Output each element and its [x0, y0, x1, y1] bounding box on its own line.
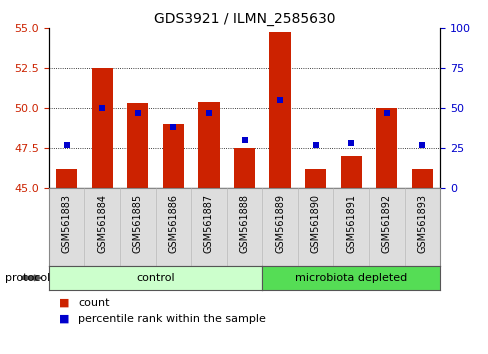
- Text: GSM561886: GSM561886: [168, 194, 178, 253]
- Text: ■: ■: [59, 298, 69, 308]
- Text: control: control: [136, 273, 175, 283]
- Text: GSM561883: GSM561883: [61, 194, 72, 253]
- Bar: [56, 169, 77, 188]
- Text: protocol: protocol: [5, 273, 50, 283]
- Bar: [127, 103, 148, 188]
- Bar: [269, 32, 290, 188]
- Bar: [340, 156, 361, 188]
- Bar: [198, 102, 219, 188]
- Text: GSM561884: GSM561884: [97, 194, 107, 253]
- Text: GSM561890: GSM561890: [310, 194, 320, 253]
- Text: ■: ■: [59, 314, 69, 324]
- Text: microbiota depleted: microbiota depleted: [294, 273, 407, 283]
- Bar: [305, 169, 325, 188]
- Text: percentile rank within the sample: percentile rank within the sample: [78, 314, 265, 324]
- Bar: [91, 68, 113, 188]
- Bar: [375, 108, 397, 188]
- Text: GSM561891: GSM561891: [346, 194, 355, 253]
- Text: GSM561885: GSM561885: [133, 194, 142, 253]
- Text: GSM561889: GSM561889: [275, 194, 285, 253]
- Bar: [411, 169, 432, 188]
- Text: GSM561887: GSM561887: [203, 194, 213, 253]
- Bar: [233, 148, 255, 188]
- Text: GSM561893: GSM561893: [416, 194, 427, 253]
- Title: GDS3921 / ILMN_2585630: GDS3921 / ILMN_2585630: [153, 12, 335, 26]
- Bar: [163, 124, 183, 188]
- Text: GSM561892: GSM561892: [381, 194, 391, 253]
- Text: count: count: [78, 298, 109, 308]
- Text: GSM561888: GSM561888: [239, 194, 249, 253]
